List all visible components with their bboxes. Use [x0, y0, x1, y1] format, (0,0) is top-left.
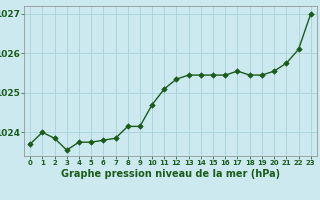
- X-axis label: Graphe pression niveau de la mer (hPa): Graphe pression niveau de la mer (hPa): [61, 169, 280, 179]
